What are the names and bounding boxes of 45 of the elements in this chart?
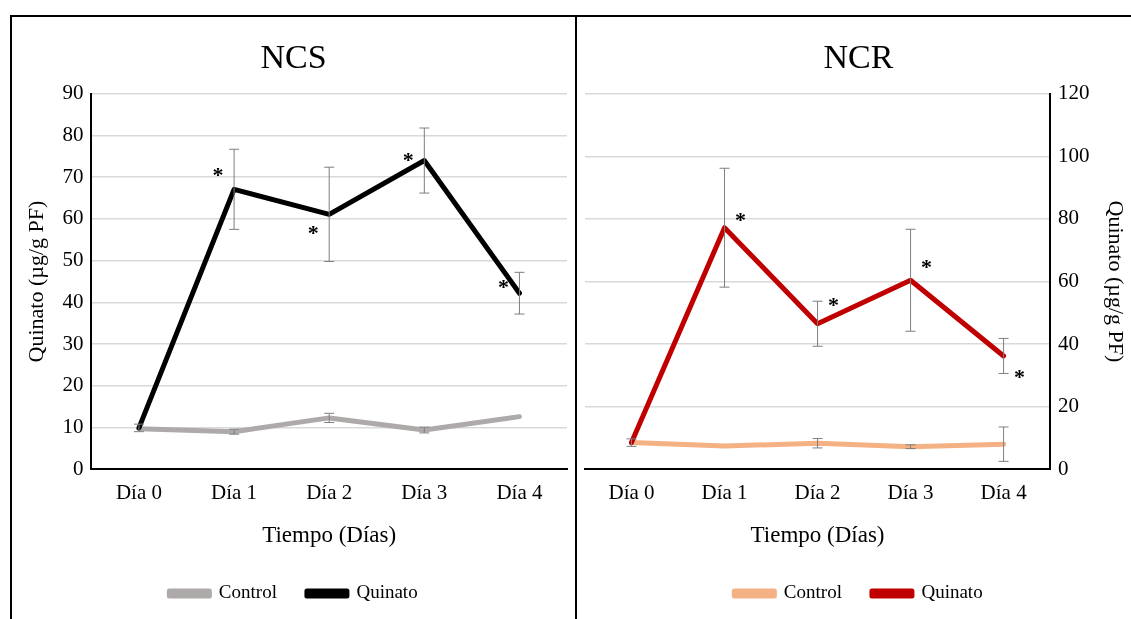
y-axis-title: Quinato (µg/g PF): [1104, 200, 1130, 363]
x-tick-label: Día 3: [887, 480, 934, 505]
annotation: *: [402, 147, 414, 173]
x-tick-label: Día 0: [115, 480, 162, 505]
y-tick-label: 20: [1058, 393, 1080, 418]
annotation: *: [497, 274, 509, 300]
x-axis-title: Tiempo (Días): [262, 522, 397, 548]
y-tick-label: 0: [72, 455, 84, 480]
y-tick-label: 80: [62, 122, 84, 147]
annotation: *: [307, 220, 319, 246]
annotation: *: [735, 206, 747, 232]
legend-label: Control: [783, 581, 842, 603]
y-tick-label: 30: [62, 330, 84, 355]
y-tick-label: 0: [1058, 455, 1069, 480]
y-axis-title: Quinato (µg/g PF): [22, 200, 48, 363]
x-tick-label: Día 4: [496, 480, 543, 505]
y-tick-label: 90: [62, 80, 84, 105]
y-tick-label: 70: [62, 163, 84, 188]
x-tick-label: Día 1: [701, 480, 748, 505]
x-tick-label: Día 2: [306, 480, 353, 505]
x-axis-title: Tiempo (Días): [750, 522, 885, 548]
y-tick-label: 40: [62, 288, 84, 313]
y-tick-label: 120: [1058, 80, 1090, 105]
y-tick-label: 60: [1058, 268, 1080, 293]
chart-title: NCS: [260, 38, 327, 76]
y-tick-label: 10: [62, 414, 84, 438]
annotation: *: [212, 161, 224, 187]
y-tick-label: 40: [1058, 330, 1080, 355]
x-tick-label: Día 1: [211, 480, 258, 505]
x-tick-label: Día 2: [794, 480, 841, 505]
y-tick-label: 80: [1058, 205, 1080, 230]
annotation: *: [828, 291, 840, 317]
chart-title: NCR: [823, 38, 894, 76]
legend-label: Control: [218, 581, 277, 603]
y-tick-label: 50: [62, 247, 84, 272]
legend-label: Quinato: [921, 581, 983, 603]
y-tick-label: 60: [62, 205, 84, 230]
y-tick-label: 20: [62, 372, 84, 397]
annotation: *: [1014, 364, 1026, 390]
legend-label: Quinato: [356, 581, 418, 603]
x-tick-label: Día 3: [401, 480, 448, 505]
annotation: *: [921, 254, 933, 280]
x-tick-label: Día 4: [980, 480, 1028, 505]
y-tick-label: 100: [1058, 142, 1090, 167]
x-tick-label: Día 0: [608, 480, 655, 505]
